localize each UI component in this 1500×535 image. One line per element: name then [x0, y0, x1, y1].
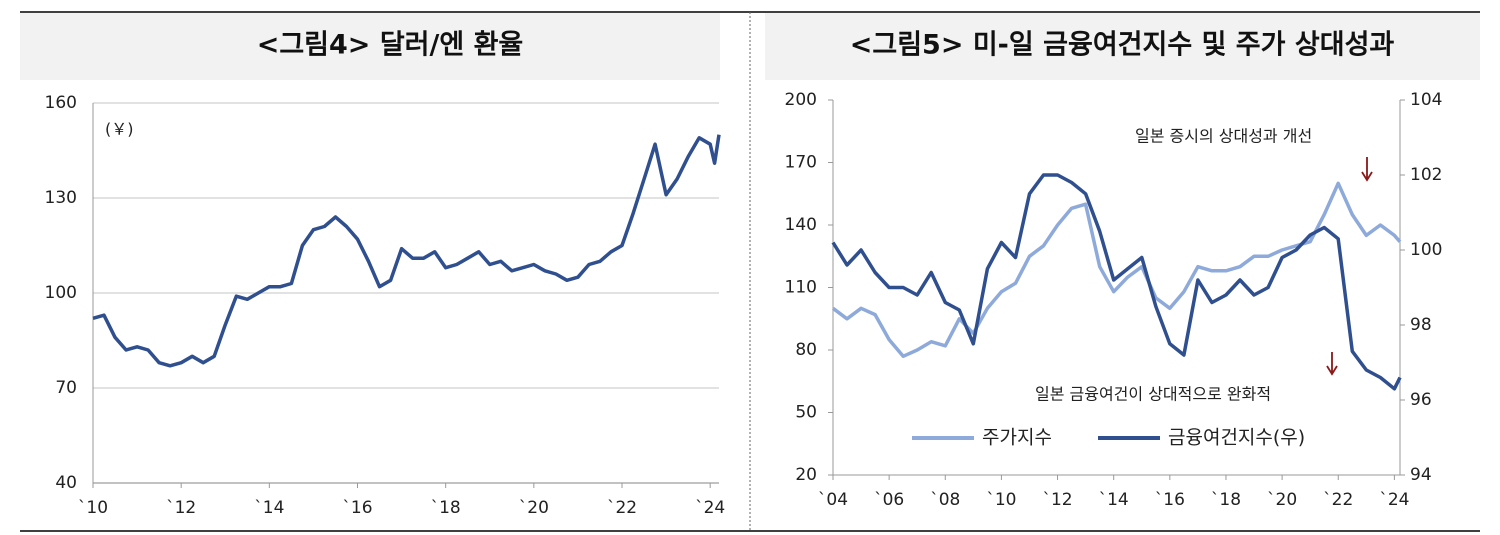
x-tick-label: `10: [78, 498, 108, 518]
annotation: 일본 금융여건이 상대적으로 완화적: [1035, 385, 1271, 404]
arrow: [1326, 352, 1338, 376]
y2-tick-label: 102: [1410, 165, 1442, 185]
x-tick-label: `24: [695, 498, 725, 518]
chart-title: <그림4> 달러/엔 환율: [257, 30, 524, 61]
y-tick-label: 110: [785, 278, 817, 298]
chart-title: <그림5> 미-일 금융여건지수 및 주가 상대성과: [850, 30, 1395, 61]
arrow: [1361, 157, 1373, 182]
x-tick-label: `14: [254, 498, 284, 518]
x-tick-label: `06: [874, 490, 904, 510]
x-tick-label: `08: [930, 490, 960, 510]
annotation: (￥): [105, 120, 134, 139]
x-tick-label: `18: [431, 498, 461, 518]
y-tick-label: 50: [795, 403, 817, 423]
x-tick-label: `16: [1155, 490, 1185, 510]
legend-label: 주가지수: [982, 427, 1052, 449]
y-tick-label: 130: [45, 188, 77, 208]
x-tick-label: `12: [166, 498, 196, 518]
header-bg: [20, 13, 720, 80]
x-tick-label: `12: [1042, 490, 1072, 510]
legend-label: 금융여건지수(우): [1168, 427, 1305, 449]
x-tick-label: `20: [1267, 490, 1297, 510]
y2-tick-label: 96: [1410, 390, 1432, 410]
data-line: [831, 173, 1402, 391]
y-tick-label: 100: [45, 283, 77, 303]
y2-tick-label: 98: [1410, 315, 1432, 335]
x-tick-label: `22: [1323, 490, 1353, 510]
y-tick-label: 40: [55, 473, 77, 493]
x-tick-label: `22: [607, 498, 637, 518]
y-tick-label: 200: [785, 90, 817, 110]
data-line: [831, 181, 1402, 359]
x-tick-label: `04: [818, 490, 848, 510]
y2-tick-label: 104: [1410, 90, 1442, 110]
x-tick-label: `20: [519, 498, 549, 518]
y2-tick-label: 94: [1410, 465, 1432, 485]
x-tick-label: `16: [342, 498, 372, 518]
data-line: [92, 134, 721, 368]
header-bg: [765, 13, 1480, 80]
y-tick-label: 170: [785, 153, 817, 173]
y-tick-label: 20: [795, 465, 817, 485]
y-tick-label: 160: [45, 93, 77, 113]
x-tick-label: `18: [1211, 490, 1241, 510]
y-tick-label: 80: [795, 340, 817, 360]
y2-tick-label: 100: [1410, 240, 1442, 260]
y-tick-label: 140: [785, 215, 817, 235]
x-tick-label: `24: [1379, 490, 1409, 510]
annotation: 일본 증시의 상대성과 개선: [1135, 127, 1312, 146]
x-tick-label: `10: [986, 490, 1016, 510]
x-tick-label: `14: [1099, 490, 1129, 510]
y-tick-label: 70: [55, 378, 77, 398]
